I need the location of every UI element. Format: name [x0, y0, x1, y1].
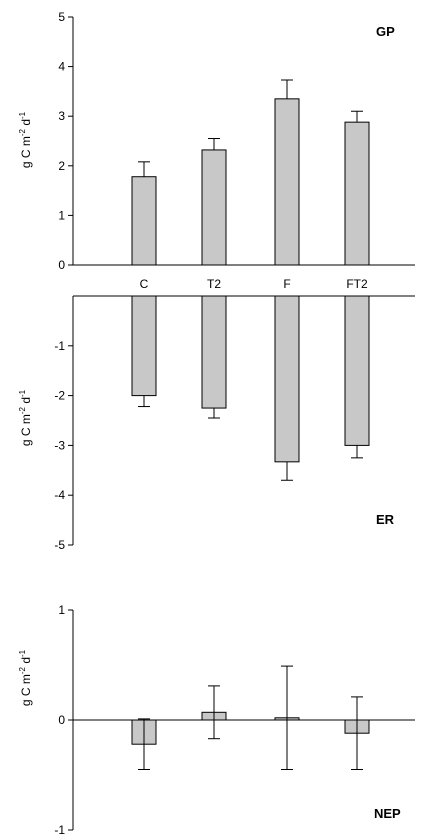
er-bar-ft2 — [344, 295, 370, 446]
er-bar-c — [131, 295, 157, 397]
category-label-ft2: FT2 — [346, 277, 368, 291]
nep-y-axis-title: g C m-2 d-1 — [18, 649, 33, 706]
nep-y-tick-label: 0 — [58, 713, 65, 727]
gp-y-axis-title: g C m-2 d-1 — [18, 111, 33, 168]
nep-panel: NEP g C m-2 d-1 -1 0 1 — [18, 603, 415, 835]
gp-y-tick-label: 0 — [58, 258, 65, 272]
gp-y-tick-label: 4 — [58, 60, 65, 74]
nep-y-tick-label: 1 — [58, 603, 65, 617]
er-bar-t2 — [201, 295, 227, 409]
er-y-tick-label: -3 — [54, 438, 65, 452]
gp-y-tick-label: 2 — [58, 159, 65, 173]
er-panel: ER g C m-2 d-1 -1 -2 -3 -4 -5 C T2 F FT2 — [18, 277, 415, 552]
gp-bar-c — [131, 176, 157, 266]
er-panel-title: ER — [376, 512, 395, 527]
category-label-c: C — [140, 277, 149, 291]
er-y-axis-title: g C m-2 d-1 — [18, 389, 33, 446]
er-y-tick-label: -1 — [54, 339, 65, 353]
er-bar-f — [274, 295, 300, 463]
nep-panel-title: NEP — [374, 806, 401, 821]
er-y-tick-label: -4 — [54, 488, 65, 502]
gp-panel-title: GP — [376, 24, 395, 39]
gp-bar-t2 — [201, 149, 227, 266]
gp-bar-ft2 — [344, 121, 370, 266]
gp-y-tick-label: 5 — [58, 10, 65, 24]
er-y-tick-label: -2 — [54, 389, 65, 403]
gp-bar-f — [274, 98, 300, 266]
category-label-f: F — [283, 277, 290, 291]
er-y-tick-label: -5 — [54, 538, 65, 552]
gp-panel: GP g C m-2 d-1 0 1 2 3 4 5 — [18, 10, 415, 272]
gp-y-tick-label: 3 — [58, 109, 65, 123]
nep-y-tick-label: -1 — [54, 823, 65, 835]
gp-y-tick-label: 1 — [58, 208, 65, 222]
category-label-t2: T2 — [207, 277, 221, 291]
